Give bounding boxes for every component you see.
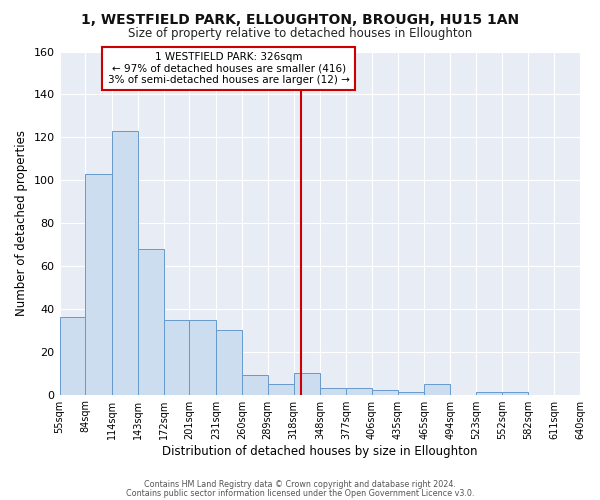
Bar <box>476 392 502 394</box>
Text: Contains public sector information licensed under the Open Government Licence v3: Contains public sector information licen… <box>126 488 474 498</box>
Bar <box>372 390 398 394</box>
Bar <box>216 330 242 394</box>
Bar <box>502 392 529 394</box>
Bar <box>398 392 424 394</box>
Bar <box>268 384 293 394</box>
Text: 1, WESTFIELD PARK, ELLOUGHTON, BROUGH, HU15 1AN: 1, WESTFIELD PARK, ELLOUGHTON, BROUGH, H… <box>81 12 519 26</box>
Bar <box>138 249 164 394</box>
Bar <box>580 390 600 394</box>
Text: Size of property relative to detached houses in Elloughton: Size of property relative to detached ho… <box>128 28 472 40</box>
Bar <box>320 388 346 394</box>
Bar <box>164 320 190 394</box>
Bar <box>424 384 450 394</box>
Bar <box>242 376 268 394</box>
X-axis label: Distribution of detached houses by size in Elloughton: Distribution of detached houses by size … <box>162 444 478 458</box>
Bar <box>346 388 372 394</box>
Text: 1 WESTFIELD PARK: 326sqm
← 97% of detached houses are smaller (416)
3% of semi-d: 1 WESTFIELD PARK: 326sqm ← 97% of detach… <box>107 52 350 86</box>
Bar <box>293 373 320 394</box>
Y-axis label: Number of detached properties: Number of detached properties <box>15 130 28 316</box>
Text: Contains HM Land Registry data © Crown copyright and database right 2024.: Contains HM Land Registry data © Crown c… <box>144 480 456 489</box>
Bar <box>85 174 112 394</box>
Bar <box>190 320 216 394</box>
Bar <box>59 318 85 394</box>
Bar <box>112 131 138 394</box>
